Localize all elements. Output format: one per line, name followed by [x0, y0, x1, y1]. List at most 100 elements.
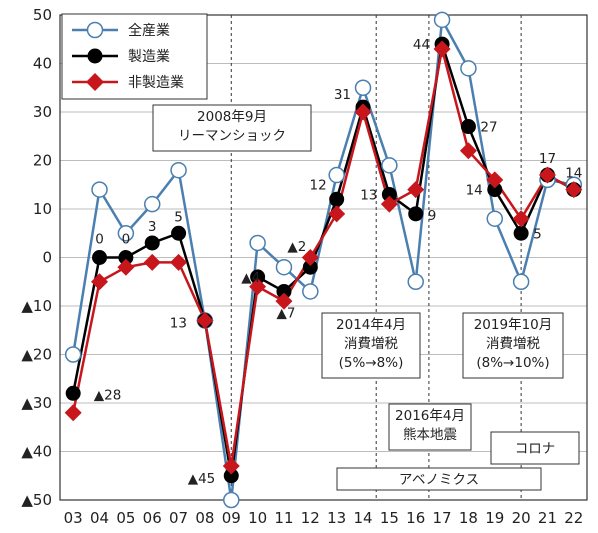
- y-tick-label: 50: [33, 6, 52, 24]
- event-box-tax-2014: [321, 312, 421, 379]
- point-manufacturing: [460, 119, 476, 135]
- data-label: 3: [148, 219, 157, 235]
- point-all-industries: [460, 60, 477, 77]
- point-non-manufacturing: [512, 210, 530, 228]
- legend-item-non-manufacturing: 非製造業: [72, 73, 184, 91]
- x-tick-label: 14: [353, 509, 372, 527]
- point-all-industries: [433, 11, 451, 29]
- event-label-tax-2014: 消費増税: [344, 336, 398, 352]
- point-non-manufacturing: [407, 181, 425, 199]
- point-all-industries: [170, 161, 187, 179]
- point-manufacturing: [487, 182, 503, 198]
- data-label: 14: [466, 183, 483, 199]
- point-all-industries: [223, 491, 240, 509]
- data-label: 9: [428, 208, 437, 224]
- data-label: 12: [309, 177, 326, 193]
- y-tick-label: ▲10: [21, 297, 52, 315]
- event-box-lehman: [152, 104, 312, 152]
- point-non-manufacturing: [275, 292, 293, 310]
- x-tick-label: 05: [116, 509, 135, 527]
- point-non-manufacturing: [486, 171, 504, 189]
- point-all-industries: [249, 234, 266, 252]
- event-label-lehman: 2008年9月: [197, 109, 267, 125]
- x-tick-label: 07: [169, 509, 188, 527]
- point-non-manufacturing: [354, 103, 372, 121]
- y-tick-label: 40: [33, 55, 52, 73]
- legend-item-manufacturing: 製造業: [72, 48, 170, 65]
- point-manufacturing: [65, 385, 81, 401]
- point-manufacturing: [144, 235, 160, 251]
- point-all-industries: [486, 210, 504, 227]
- event-box-tax-2019: [462, 312, 564, 379]
- point-non-manufacturing: [91, 273, 109, 291]
- data-label: 0: [122, 232, 131, 248]
- point-non-manufacturing: [459, 142, 477, 160]
- data-label: 13: [360, 187, 377, 203]
- point-all-industries: [407, 273, 424, 290]
- event-box-kumamoto: [388, 403, 472, 451]
- point-manufacturing: [302, 259, 318, 275]
- event-label-kumamoto: 熊本地震: [403, 427, 457, 443]
- point-manufacturing: [329, 191, 345, 207]
- legend: 全産業 製造業 非製造業: [61, 13, 208, 100]
- point-all-industries: [275, 258, 293, 276]
- x-axis: 03 04 05 06 07 08 09 10 11 12 13 14 15 16 17 18 19 20 21 22: [64, 509, 584, 527]
- x-tick-label: 21: [538, 509, 557, 527]
- data-label: 14: [565, 166, 582, 182]
- data-label: 17: [539, 151, 556, 167]
- point-all-industries: [328, 166, 345, 184]
- legend-marker-circle-open: [86, 21, 104, 39]
- point-non-manufacturing: [170, 253, 188, 271]
- legend-label-all-industries: 全産業: [128, 22, 170, 39]
- period-box-abenomics: [336, 467, 542, 491]
- point-manufacturing: [171, 225, 187, 241]
- data-label: ▲2: [287, 239, 306, 255]
- x-tick-label: 17: [433, 509, 452, 527]
- x-tick-label: 10: [248, 509, 267, 527]
- y-tick-label: ▲30: [21, 394, 52, 412]
- point-all-industries: [117, 225, 135, 242]
- y-tick-label: 30: [33, 103, 52, 121]
- y-tick-label: 20: [33, 152, 52, 170]
- point-manufacturing: [92, 250, 108, 265]
- data-label: ▲28: [94, 387, 122, 403]
- point-non-manufacturing: [117, 258, 135, 276]
- legend-marker-diamond: [86, 73, 104, 91]
- period-label-abenomics: アベノミクス: [399, 472, 479, 488]
- point-non-manufacturing: [143, 253, 161, 271]
- point-manufacturing: [223, 468, 239, 484]
- y-axis: 50 40 30 20 10 0 ▲10 ▲20 ▲30 ▲40 ▲50: [21, 6, 52, 509]
- point-non-manufacturing: [538, 166, 556, 184]
- point-non-manufacturing: [249, 278, 267, 296]
- x-tick-label: 19: [485, 509, 504, 527]
- point-non-manufacturing: [433, 40, 451, 58]
- point-manufacturing: [513, 225, 529, 241]
- data-label: 31: [334, 87, 351, 103]
- event-label-tax-2019: (8%→10%): [476, 355, 549, 371]
- x-tick-label: 13: [327, 509, 346, 527]
- x-tick-label: 16: [406, 509, 425, 527]
- data-label: 13: [170, 316, 187, 332]
- y-tick-label: 10: [33, 200, 52, 218]
- event-label-tax-2019: 2019年10月: [474, 317, 553, 333]
- point-all-industries: [143, 195, 161, 213]
- point-all-industries: [512, 273, 530, 290]
- data-label: ▲45: [188, 471, 216, 487]
- x-tick-label: 22: [564, 509, 583, 527]
- point-non-manufacturing: [196, 312, 214, 330]
- data-label: 44: [413, 37, 430, 53]
- y-tick-label: ▲20: [21, 346, 52, 364]
- legend-label-manufacturing: 製造業: [128, 49, 170, 65]
- x-tick-label: 04: [90, 509, 109, 527]
- x-tick-label: 18: [459, 509, 478, 527]
- x-tick-label: 12: [301, 509, 320, 527]
- point-non-manufacturing: [64, 404, 82, 422]
- point-manufacturing: [118, 250, 134, 265]
- point-manufacturing: [381, 186, 397, 202]
- event-label-tax-2014: (5%→8%): [339, 355, 404, 371]
- event-label-kumamoto: 2016年4月: [395, 408, 465, 424]
- event-label-tax-2019: 消費増税: [486, 336, 540, 352]
- event-label-tax-2014: 2014年4月: [336, 317, 406, 333]
